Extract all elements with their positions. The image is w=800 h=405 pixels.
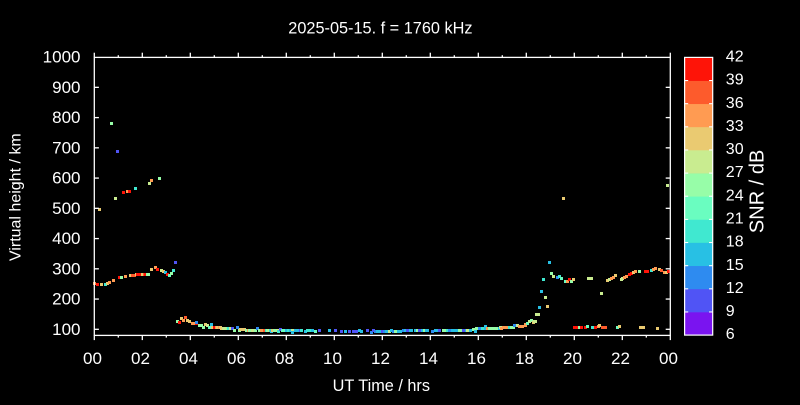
svg-text:18: 18 [726,234,744,251]
svg-text:900: 900 [52,78,80,97]
svg-text:500: 500 [52,199,80,218]
svg-text:12: 12 [726,280,744,297]
svg-text:10: 10 [323,349,342,368]
svg-text:08: 08 [275,349,294,368]
svg-text:06: 06 [227,349,246,368]
svg-text:24: 24 [726,187,744,204]
svg-text:22: 22 [611,349,630,368]
svg-text:00: 00 [83,349,102,368]
svg-text:20: 20 [563,349,582,368]
svg-text:16: 16 [467,349,486,368]
svg-text:9: 9 [726,303,735,320]
svg-text:100: 100 [52,320,80,339]
svg-text:300: 300 [52,259,80,278]
svg-text:39: 39 [726,72,744,89]
svg-text:18: 18 [515,349,534,368]
svg-text:42: 42 [726,49,744,66]
svg-text:12: 12 [371,349,390,368]
svg-text:04: 04 [179,349,198,368]
svg-text:800: 800 [52,108,80,127]
svg-text:400: 400 [52,229,80,248]
svg-text:15: 15 [726,257,744,274]
svg-text:6: 6 [726,326,735,343]
svg-text:14: 14 [419,349,438,368]
svg-text:600: 600 [52,169,80,188]
svg-text:UT Time / hrs: UT Time / hrs [333,377,430,395]
svg-text:SNR / dB: SNR / dB [746,150,768,233]
svg-text:21: 21 [726,211,744,228]
svg-text:2025-05-15. f = 1760 kHz: 2025-05-15. f = 1760 kHz [288,20,472,38]
svg-text:36: 36 [726,95,744,112]
svg-text:200: 200 [52,290,80,309]
svg-text:1000: 1000 [43,48,81,67]
svg-text:Virtual height / km: Virtual height / km [7,133,24,261]
svg-text:33: 33 [726,118,744,135]
svg-text:02: 02 [131,349,150,368]
svg-text:00: 00 [659,349,678,368]
svg-text:30: 30 [726,141,744,158]
svg-text:700: 700 [52,138,80,157]
svg-text:27: 27 [726,164,744,181]
